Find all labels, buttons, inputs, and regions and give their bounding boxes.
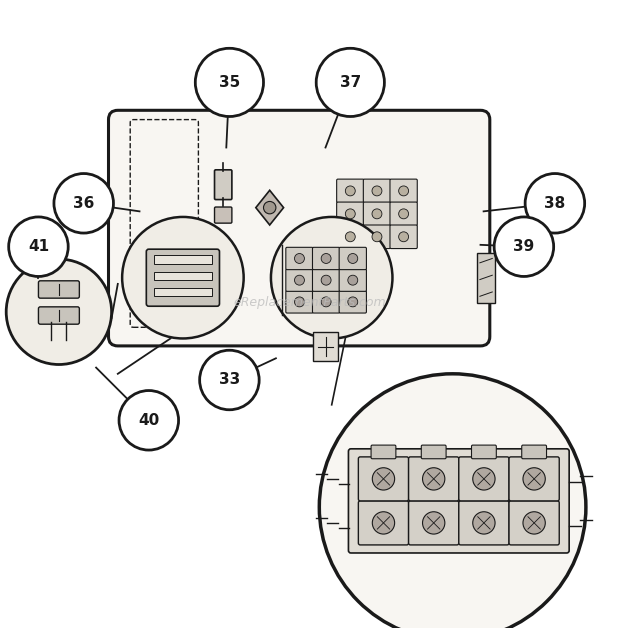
FancyBboxPatch shape — [312, 247, 340, 270]
Circle shape — [472, 467, 495, 490]
Circle shape — [399, 232, 409, 242]
Text: 41: 41 — [28, 239, 49, 254]
Text: eReplacementParts.com: eReplacementParts.com — [234, 296, 386, 309]
Circle shape — [422, 512, 445, 534]
FancyBboxPatch shape — [421, 445, 446, 459]
Bar — [154, 256, 212, 264]
FancyBboxPatch shape — [38, 307, 79, 324]
FancyBboxPatch shape — [286, 291, 313, 313]
Text: 39: 39 — [513, 239, 534, 254]
Text: 33: 33 — [219, 373, 240, 387]
FancyBboxPatch shape — [312, 291, 340, 313]
FancyBboxPatch shape — [390, 202, 417, 226]
FancyBboxPatch shape — [409, 457, 459, 501]
Circle shape — [422, 467, 445, 490]
Circle shape — [345, 232, 355, 242]
FancyBboxPatch shape — [371, 445, 396, 459]
Circle shape — [348, 254, 358, 263]
FancyBboxPatch shape — [509, 457, 559, 501]
FancyBboxPatch shape — [337, 179, 364, 203]
Text: 36: 36 — [73, 196, 94, 211]
Circle shape — [399, 209, 409, 219]
FancyBboxPatch shape — [363, 179, 391, 203]
FancyBboxPatch shape — [358, 501, 409, 545]
Circle shape — [523, 512, 546, 534]
FancyBboxPatch shape — [358, 457, 409, 501]
FancyBboxPatch shape — [459, 501, 509, 545]
Text: 35: 35 — [219, 75, 240, 90]
FancyBboxPatch shape — [390, 225, 417, 249]
Bar — [313, 331, 338, 361]
Circle shape — [271, 217, 392, 338]
Polygon shape — [256, 190, 283, 225]
Circle shape — [54, 174, 113, 233]
Circle shape — [348, 297, 358, 307]
FancyBboxPatch shape — [363, 202, 391, 226]
Circle shape — [119, 391, 179, 450]
Circle shape — [372, 512, 395, 534]
Circle shape — [348, 275, 358, 285]
FancyBboxPatch shape — [286, 269, 313, 291]
Circle shape — [195, 48, 264, 116]
Circle shape — [294, 297, 304, 307]
Circle shape — [264, 202, 276, 214]
Circle shape — [494, 217, 554, 277]
Circle shape — [316, 48, 384, 116]
Text: 37: 37 — [340, 75, 361, 90]
Circle shape — [523, 467, 546, 490]
FancyBboxPatch shape — [108, 110, 490, 346]
Circle shape — [200, 350, 259, 410]
Circle shape — [372, 232, 382, 242]
Circle shape — [294, 254, 304, 263]
Bar — [477, 253, 495, 303]
FancyBboxPatch shape — [471, 445, 496, 459]
Circle shape — [345, 186, 355, 196]
Circle shape — [294, 275, 304, 285]
FancyBboxPatch shape — [459, 457, 509, 501]
Circle shape — [525, 174, 585, 233]
FancyBboxPatch shape — [521, 445, 547, 459]
Circle shape — [372, 467, 395, 490]
Bar — [154, 287, 212, 296]
Circle shape — [9, 217, 68, 277]
Circle shape — [399, 186, 409, 196]
Text: 40: 40 — [138, 413, 159, 428]
FancyBboxPatch shape — [38, 281, 79, 298]
FancyBboxPatch shape — [409, 501, 459, 545]
FancyBboxPatch shape — [286, 247, 313, 270]
FancyBboxPatch shape — [390, 179, 417, 203]
Circle shape — [321, 254, 331, 263]
Circle shape — [472, 512, 495, 534]
FancyBboxPatch shape — [215, 170, 232, 200]
FancyBboxPatch shape — [215, 207, 232, 223]
Circle shape — [319, 374, 586, 636]
Circle shape — [372, 186, 382, 196]
FancyBboxPatch shape — [146, 249, 219, 306]
Circle shape — [321, 297, 331, 307]
Circle shape — [6, 259, 112, 364]
FancyBboxPatch shape — [337, 202, 364, 226]
Bar — [154, 272, 212, 280]
Circle shape — [321, 275, 331, 285]
Circle shape — [122, 217, 244, 338]
FancyBboxPatch shape — [339, 269, 366, 291]
FancyBboxPatch shape — [339, 291, 366, 313]
FancyBboxPatch shape — [363, 225, 391, 249]
Circle shape — [345, 209, 355, 219]
FancyBboxPatch shape — [312, 269, 340, 291]
FancyBboxPatch shape — [339, 247, 366, 270]
FancyBboxPatch shape — [509, 501, 559, 545]
FancyBboxPatch shape — [337, 225, 364, 249]
Circle shape — [372, 209, 382, 219]
Text: 38: 38 — [544, 196, 565, 211]
FancyBboxPatch shape — [348, 449, 569, 553]
